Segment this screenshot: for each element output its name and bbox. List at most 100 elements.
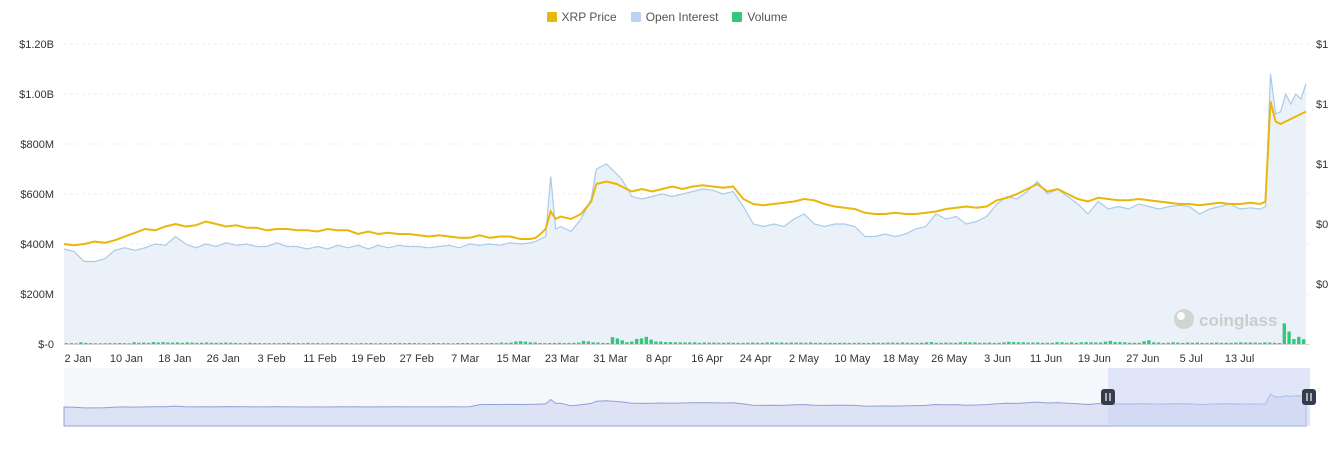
volume-bar [958, 342, 963, 345]
volume-bar [1152, 342, 1156, 345]
volume-bar [973, 342, 977, 344]
volume-bar [64, 343, 69, 344]
volume-bar [813, 342, 818, 344]
volume-bar [427, 343, 431, 345]
volume-bar [383, 343, 388, 344]
volume-bar [920, 342, 924, 345]
volume-bar [625, 342, 629, 344]
volume-bar [683, 342, 687, 344]
volume-bar [1190, 342, 1195, 345]
volume-bar [1113, 342, 1117, 344]
volume-bar [934, 342, 938, 345]
volume-bar [1224, 342, 1228, 345]
volume-bar [79, 342, 83, 345]
y-left-tick-label: $800M [20, 139, 54, 151]
volume-bar [1016, 342, 1021, 345]
volume-bar [1205, 342, 1209, 344]
volume-bar [702, 342, 706, 344]
x-tick-label: 11 Jun [1030, 353, 1062, 365]
x-tick-label: 19 Feb [351, 353, 385, 365]
volume-bar [282, 343, 286, 344]
volume-bar [707, 342, 711, 344]
volume-bar [784, 342, 789, 345]
volume-bar [461, 343, 465, 344]
volume-bar [451, 343, 455, 345]
volume-bar [543, 343, 547, 344]
volume-bar [195, 342, 199, 344]
volume-bar [548, 343, 552, 344]
volume-bar [403, 343, 407, 344]
pause-handle-icon [1302, 389, 1316, 405]
volume-bar [736, 342, 740, 345]
volume-bar [311, 343, 315, 344]
watermark-layer: coinglass [1174, 309, 1277, 330]
volume-bar [712, 342, 716, 344]
volume-bar [137, 342, 141, 345]
volume-bar [755, 342, 760, 345]
volume-bar [635, 339, 639, 344]
x-tick-label: 5 Jul [1180, 353, 1203, 365]
volume-bar [93, 343, 98, 345]
x-tick-label: 27 Jun [1126, 353, 1159, 365]
volume-bar [103, 343, 107, 344]
volume-bar [108, 343, 112, 344]
volume-bar [606, 343, 610, 344]
volume-bar [306, 342, 310, 344]
volume-bar [1079, 342, 1083, 345]
legend-item-xrp-price[interactable]: XRP Price [546, 10, 617, 24]
x-tick-label: 19 Jun [1078, 353, 1111, 365]
volume-bar [562, 343, 566, 344]
volume-bar [770, 342, 774, 344]
volume-bar [180, 342, 185, 345]
volume-bar [374, 343, 378, 345]
volume-bar [1031, 342, 1035, 344]
volume-bar [1210, 342, 1214, 345]
volume-bar [277, 343, 281, 344]
volume-bar [891, 342, 895, 344]
volume-bar [577, 342, 581, 344]
volume-bar [644, 336, 648, 344]
volume-bar [1026, 342, 1030, 344]
x-tick-label: 10 Jan [110, 353, 143, 365]
volume-bar [978, 342, 982, 345]
volume-layer [64, 323, 1306, 345]
legend-item-open-interest[interactable]: Open Interest [630, 10, 718, 24]
volume-bar [369, 343, 373, 344]
volume-bar [456, 343, 460, 344]
volume-bar [944, 342, 948, 344]
volume-bar [857, 342, 861, 345]
volume-bar [1272, 342, 1277, 345]
open-interest-line [63, 73, 1307, 263]
coinglass-logo-dot [1177, 312, 1185, 320]
legend-swatch-open-interest [630, 12, 641, 22]
volume-bar [185, 342, 189, 345]
volume-bar [364, 343, 368, 344]
y-right-tick-label: $1 [1316, 159, 1328, 171]
volume-bar [953, 342, 958, 345]
x-tick-label: 2 Jan [65, 353, 92, 365]
volume-bar [262, 343, 267, 344]
volume-bar [664, 342, 668, 344]
volume-bar [335, 343, 339, 344]
volume-bar [470, 343, 475, 344]
volume-bar [1248, 342, 1253, 344]
volume-bar [886, 342, 890, 344]
volume-bar [161, 342, 165, 344]
volume-bar [1195, 342, 1199, 344]
volume-bar [838, 342, 842, 345]
volume-bar [320, 343, 325, 345]
volume-bar [654, 341, 658, 344]
volume-bar [441, 343, 446, 344]
volume-bar [200, 342, 204, 345]
legend-item-volume[interactable]: Volume [732, 10, 787, 24]
y-left-tick-label: $1.20B [19, 39, 54, 51]
volume-bar [1127, 342, 1132, 345]
volume-bar [291, 343, 296, 344]
volume-bar [620, 340, 624, 345]
volume-bar [900, 342, 905, 344]
volume-bar [1021, 342, 1025, 345]
legend-label-volume: Volume [747, 10, 788, 24]
volume-bar [499, 342, 504, 344]
volume-bar [615, 338, 620, 344]
